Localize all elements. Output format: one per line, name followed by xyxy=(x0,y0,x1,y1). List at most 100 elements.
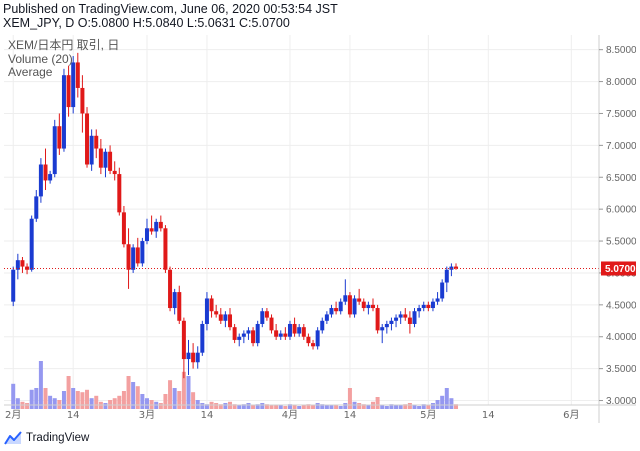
volume-bar xyxy=(11,383,16,409)
candle-body xyxy=(260,311,265,324)
volume-bar xyxy=(389,404,394,409)
volume-bar xyxy=(112,398,117,409)
candle-body xyxy=(75,62,80,88)
volume-bar xyxy=(301,405,306,409)
candle-body xyxy=(163,228,168,270)
volume-bar xyxy=(191,392,196,409)
candle-body xyxy=(292,323,297,334)
volume-bar xyxy=(311,405,316,409)
candle-body xyxy=(43,164,48,181)
price-tick-label: 6.5000 xyxy=(606,173,636,184)
candle-body xyxy=(306,336,311,344)
volume-bar xyxy=(334,405,339,409)
candle-body xyxy=(421,304,426,309)
candle-body xyxy=(297,327,302,334)
candle-body xyxy=(269,317,274,331)
candle-body xyxy=(168,269,173,309)
candle-body xyxy=(181,320,186,360)
candle-body xyxy=(126,244,131,270)
candle-body xyxy=(334,308,339,312)
candle-body xyxy=(103,151,108,168)
candle-body xyxy=(255,323,260,344)
volume-bar xyxy=(407,403,412,409)
candle-body xyxy=(195,352,200,363)
candle-body xyxy=(375,308,380,331)
volume-bar xyxy=(430,403,435,409)
candle-body xyxy=(311,343,316,347)
volume-bar xyxy=(412,405,417,409)
candle-body xyxy=(121,212,126,245)
ohlc-line: XEM_JPY, D O:5.0800 H:5.0840 L:5.0631 C:… xyxy=(3,16,290,30)
candle-body xyxy=(370,304,375,309)
volume-bar xyxy=(398,405,403,409)
volume-bar xyxy=(237,405,242,409)
volume-bar xyxy=(131,382,136,409)
candle-body xyxy=(94,135,99,149)
volume-bar xyxy=(449,398,454,409)
candle-body xyxy=(246,330,251,334)
volume-bar xyxy=(135,386,140,409)
published-line: Published on TradingView.com, June 06, 2… xyxy=(3,2,338,16)
price-tick-label: 7.5000 xyxy=(606,109,636,120)
volume-bar xyxy=(426,405,431,409)
candle-body xyxy=(61,75,66,149)
volume-bar xyxy=(214,403,219,409)
candle-body xyxy=(241,333,246,337)
volume-bar xyxy=(297,406,302,409)
candle-body xyxy=(154,221,159,232)
last-price-text: 5.0700 xyxy=(605,264,636,275)
legend-symbol: XEM/日本円 取引, 日 xyxy=(8,38,120,52)
candle-body xyxy=(320,320,325,331)
tradingview-logo-icon xyxy=(4,431,22,445)
price-tick-label: 3.5000 xyxy=(606,364,636,375)
candle-body xyxy=(98,148,103,168)
candle-body xyxy=(398,314,403,318)
time-tick-label: 14 xyxy=(344,410,357,421)
price-chart[interactable]: 8.5000 8.0000 7.5000 7.0000 6.5000 6.0000 5.50… xyxy=(4,35,636,425)
volume-bar xyxy=(52,398,57,409)
volume-bar xyxy=(251,405,256,409)
candle-body xyxy=(214,311,219,315)
volume-bar xyxy=(380,405,385,409)
candle-body xyxy=(278,333,283,337)
time-tick-label: 5月 xyxy=(420,409,436,421)
volume-bar xyxy=(75,391,80,409)
candle-body xyxy=(352,298,357,315)
candle-body xyxy=(66,75,71,108)
volume-bar xyxy=(181,371,186,409)
last-price-label xyxy=(601,261,636,276)
volume-bar xyxy=(29,389,34,409)
candle-body xyxy=(172,292,177,309)
candle-body xyxy=(412,311,417,324)
volume-bar xyxy=(241,404,246,409)
candle-body xyxy=(435,298,440,302)
candle-body xyxy=(417,308,422,312)
volume-bar xyxy=(255,404,260,409)
volume-bar xyxy=(218,404,223,409)
time-tick-label: 14 xyxy=(482,410,495,421)
candle-body xyxy=(29,218,34,270)
volume-bar xyxy=(117,395,122,409)
chart-area[interactable]: 8.5000 8.0000 7.5000 7.0000 6.5000 6.0000 5.50… xyxy=(4,35,636,425)
tradingview-footer[interactable]: TradingView xyxy=(4,428,89,448)
candle-body xyxy=(264,311,269,318)
candle-body xyxy=(135,247,140,264)
candle-body xyxy=(11,269,16,302)
volume-bar xyxy=(48,395,53,409)
volume-bar xyxy=(292,405,297,409)
candle-body xyxy=(71,62,76,108)
price-tick-label: 3.0000 xyxy=(606,396,636,407)
volume-bar xyxy=(375,397,380,409)
candle-body xyxy=(144,228,149,242)
candle-body xyxy=(324,314,329,321)
volume-bar xyxy=(366,405,371,409)
volume-bar xyxy=(168,380,173,409)
volume-bar xyxy=(246,403,251,409)
footer-brand-text[interactable]: TradingView xyxy=(26,432,90,444)
volume-bar xyxy=(61,391,66,409)
volume-bar xyxy=(223,403,228,409)
volume-bar xyxy=(287,404,292,409)
candle-body xyxy=(158,221,163,229)
time-tick-label: 2月 xyxy=(5,409,21,421)
volume-bar xyxy=(85,389,90,409)
